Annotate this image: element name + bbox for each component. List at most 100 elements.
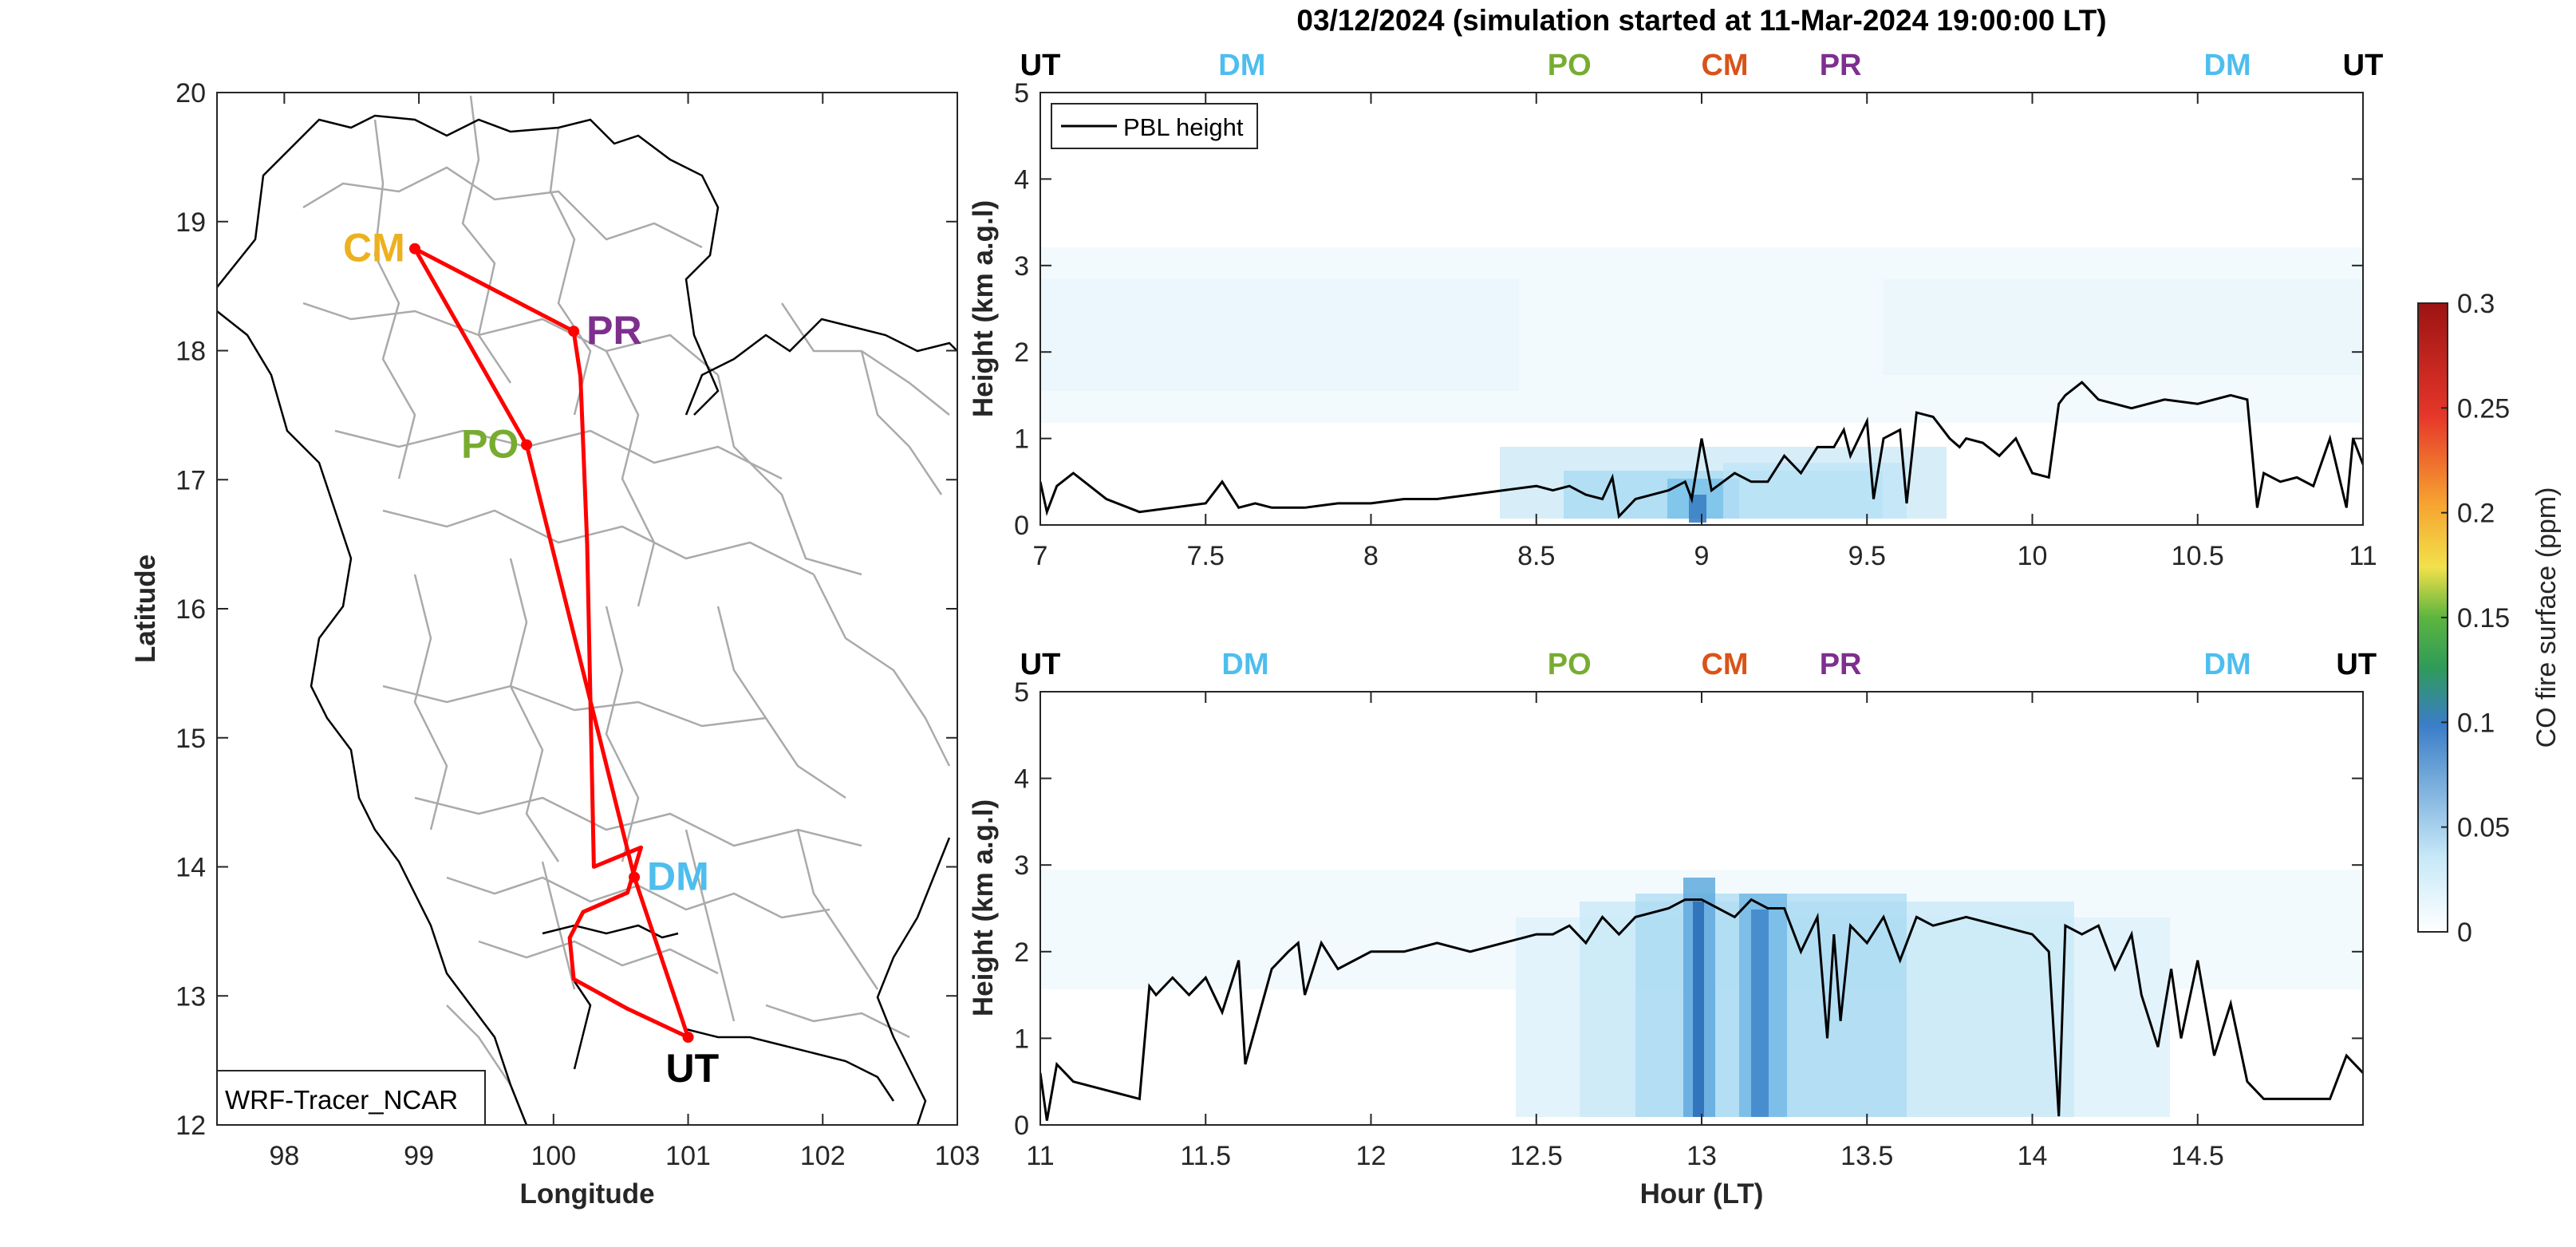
upper-top-markers: UT DM PO CM PR DM UT	[1020, 49, 2384, 82]
ytick-label: 5	[1014, 78, 1029, 109]
ytick-label: 4	[1014, 764, 1029, 795]
station-label-po: PO	[461, 422, 519, 467]
colorbar-tick-label: 0.3	[2457, 289, 2495, 319]
colorbar-tick-label: 0.05	[2457, 813, 2510, 843]
ytick-label: 2	[1014, 937, 1029, 968]
ytick-label: 4	[1014, 164, 1029, 195]
top-marker-po: PO	[1548, 648, 1592, 681]
top-marker-ut: UT	[1020, 49, 1061, 82]
lower-top-markers: UT DM PO CM PR DM UT	[1020, 648, 2377, 681]
ytick-label: 0	[1014, 1111, 1029, 1141]
map-xtick-label: 101	[665, 1141, 711, 1171]
map-ytick-label: 18	[176, 337, 206, 367]
lower-pbl-line	[1040, 898, 2363, 1121]
top-marker-ut: UT	[2336, 648, 2377, 681]
province-boundaries	[302, 95, 951, 1125]
station-label-ut: UT	[666, 1046, 720, 1091]
ytick-label: 1	[1014, 424, 1029, 455]
map-ytick-label: 15	[176, 724, 206, 754]
legend-label: PBL height	[1123, 113, 1244, 141]
xtick-label: 8.5	[1517, 541, 1555, 571]
xtick-label: 9.5	[1848, 541, 1886, 571]
xtick-label: 7	[1033, 541, 1048, 571]
map-ytick-label: 19	[176, 207, 206, 238]
colorbar-label: CO fire surface (ppm)	[2531, 487, 2562, 748]
lower-axes-frame	[1039, 691, 2364, 1126]
station-label-cm: CM	[343, 226, 405, 270]
station-marker	[682, 1032, 694, 1044]
station-marker	[409, 243, 421, 255]
lower-co-field	[1040, 870, 2363, 1117]
map-stations: CM PR PO DM UT	[343, 226, 719, 1091]
upper-pbl-line	[1040, 381, 2363, 519]
model-label: WRF-Tracer_NCAR	[225, 1085, 458, 1115]
map-ticks: 98 99 100 101 102 103 12 13 14 15 16 17 18 19 20	[176, 78, 980, 1171]
map-xtick-label: 103	[935, 1141, 980, 1171]
station-label-dm: DM	[647, 854, 709, 898]
xtick-label: 8	[1363, 541, 1379, 571]
map-xtick-label: 98	[269, 1141, 299, 1171]
upper-co-field	[1040, 247, 2363, 523]
top-marker-dm: DM	[1218, 49, 1265, 82]
travel-track	[412, 247, 690, 1040]
colorbar-ticks: 0 0.05 0.1 0.15 0.2 0.25 0.3	[2441, 289, 2510, 948]
co-plume	[1751, 910, 1769, 1117]
map-ytick-label: 20	[176, 78, 206, 109]
map-panel: 98 99 100 101 102 103 12 13 14 15 16 17 18 19 20 CM PR P…	[130, 78, 980, 1210]
upper-axis-ticks: 7 7.5 8 8.5 9 9.5 10 10.5 11 0 1 2 3 4 5	[1014, 78, 2377, 571]
xtick-label: 12.5	[1510, 1141, 1563, 1171]
xtick-label: 11	[2349, 541, 2377, 571]
upper-panel: 7 7.5 8 8.5 9 9.5 10 10.5 11 0 1 2 3 4 5 PBL height UT…	[968, 49, 2383, 571]
xtick-label: 13	[1686, 1141, 1717, 1171]
map-ytick-label: 16	[176, 594, 206, 625]
colorbar-tick-label: 0.15	[2457, 603, 2510, 633]
map-ytick-label: 12	[176, 1111, 206, 1141]
colorbar-tick-label: 0.2	[2457, 499, 2495, 529]
pbl-legend: PBL height	[1051, 103, 1258, 149]
co-haze-band	[1040, 279, 1519, 391]
colorbar-tick-label: 0.1	[2457, 708, 2495, 738]
ytick-label: 3	[1014, 251, 1029, 282]
map-xtick-label: 99	[404, 1141, 434, 1171]
map-ytick-label: 14	[176, 853, 206, 883]
xtick-label: 9	[1694, 541, 1710, 571]
top-marker-dm: DM	[2204, 49, 2251, 82]
map-ylabel: Latitude	[130, 554, 161, 663]
country-borders	[217, 114, 957, 1125]
xtick-label: 12	[1356, 1141, 1387, 1171]
lower-ylabel: Height (km a.g.l)	[968, 799, 999, 1016]
map-xtick-label: 100	[531, 1141, 576, 1171]
top-marker-dm: DM	[1221, 648, 1268, 681]
ytick-label: 1	[1014, 1024, 1029, 1054]
ytick-label: 3	[1014, 850, 1029, 881]
xtick-label: 10	[2018, 541, 2048, 571]
xtick-label: 14	[2018, 1141, 2048, 1171]
station-label-pr: PR	[586, 308, 641, 353]
xtick-label: 13.5	[1840, 1141, 1893, 1171]
model-label-box	[216, 1070, 486, 1126]
top-marker-pr: PR	[1820, 648, 1862, 681]
upper-ylabel: Height (km a.g.l)	[968, 200, 999, 417]
ytick-label: 2	[1014, 337, 1029, 368]
top-marker-ut: UT	[2343, 49, 2384, 82]
colorbar-tick-label: 0	[2457, 917, 2472, 948]
top-marker-ut: UT	[1020, 648, 1061, 681]
station-marker	[521, 439, 533, 451]
xtick-label: 14.5	[2172, 1141, 2224, 1171]
top-marker-cm: CM	[1701, 648, 1748, 681]
station-marker	[568, 326, 580, 337]
top-marker-po: PO	[1548, 49, 1592, 82]
colorbar: 0 0.05 0.1 0.15 0.2 0.25 0.3 CO fire surface (…	[2417, 289, 2562, 948]
map-ytick-label: 17	[176, 465, 206, 495]
ytick-label: 0	[1014, 511, 1029, 541]
upper-axes-frame	[1039, 92, 2364, 526]
map-xlabel: Longitude	[519, 1178, 654, 1210]
xtick-label: 7.5	[1187, 541, 1225, 571]
xtick-label: 11.5	[1180, 1141, 1231, 1171]
map-ytick-label: 13	[176, 981, 206, 1012]
ytick-label: 5	[1014, 677, 1029, 708]
station-marker	[629, 871, 641, 883]
